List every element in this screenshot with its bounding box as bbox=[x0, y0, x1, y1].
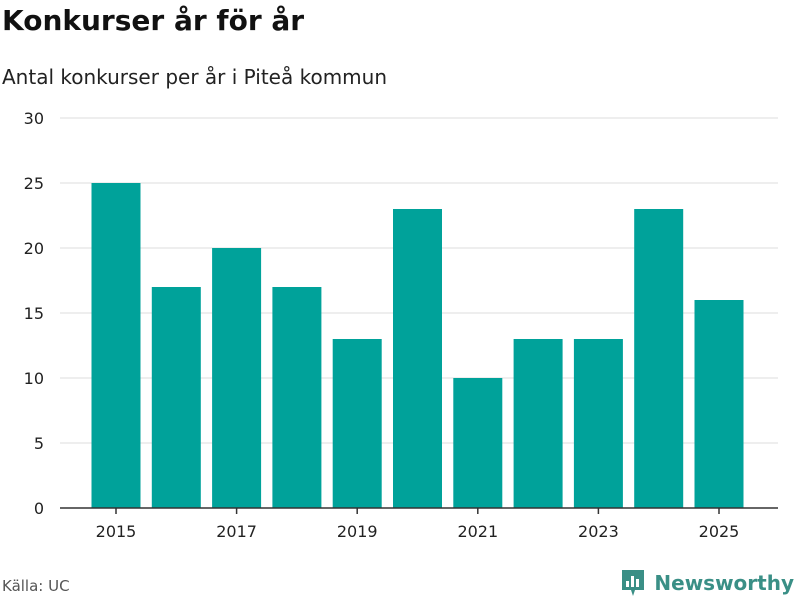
bar-2018 bbox=[272, 287, 322, 508]
y-tick-label: 20 bbox=[24, 239, 44, 258]
bar-2025 bbox=[694, 300, 744, 508]
y-tick-label: 5 bbox=[34, 434, 44, 453]
y-tick-label: 25 bbox=[24, 174, 44, 193]
x-axis-labels: 2015 2017 2019 2021 2023 2025 bbox=[96, 522, 740, 541]
y-tick-label: 10 bbox=[24, 369, 44, 388]
x-tick-label: 2019 bbox=[337, 522, 378, 541]
bar-2016 bbox=[151, 287, 201, 508]
brand-name: Newsworthy bbox=[654, 571, 794, 595]
y-tick-label: 0 bbox=[34, 499, 44, 518]
x-tick-label: 2015 bbox=[96, 522, 137, 541]
y-tick-label: 30 bbox=[24, 109, 44, 128]
bar-2020 bbox=[393, 209, 442, 508]
x-axis-ticks bbox=[115, 508, 720, 514]
bar-chart-logo-icon bbox=[622, 570, 645, 596]
bar-2017 bbox=[212, 248, 262, 508]
source-note: Källa: UC bbox=[2, 577, 70, 595]
chart-subtitle: Antal konkurser per år i Piteå kommun bbox=[2, 65, 388, 89]
x-tick-label: 2017 bbox=[216, 522, 257, 541]
brand-logo: Newsworthy bbox=[620, 568, 794, 598]
x-tick-label: 2025 bbox=[699, 522, 740, 541]
y-axis-labels: 0 5 10 15 20 25 30 bbox=[24, 109, 44, 518]
x-tick-label: 2021 bbox=[457, 522, 498, 541]
chart-title: Konkurser år för år bbox=[2, 4, 305, 37]
bar-2022 bbox=[513, 339, 563, 508]
y-tick-label: 15 bbox=[24, 304, 44, 323]
bar-2024 bbox=[634, 209, 684, 508]
x-tick-label: 2023 bbox=[578, 522, 619, 541]
bars bbox=[91, 183, 744, 508]
bar-2021 bbox=[453, 378, 503, 508]
bar-2023 bbox=[573, 339, 623, 508]
bar-2019 bbox=[332, 339, 382, 508]
bar-2015 bbox=[91, 183, 141, 508]
